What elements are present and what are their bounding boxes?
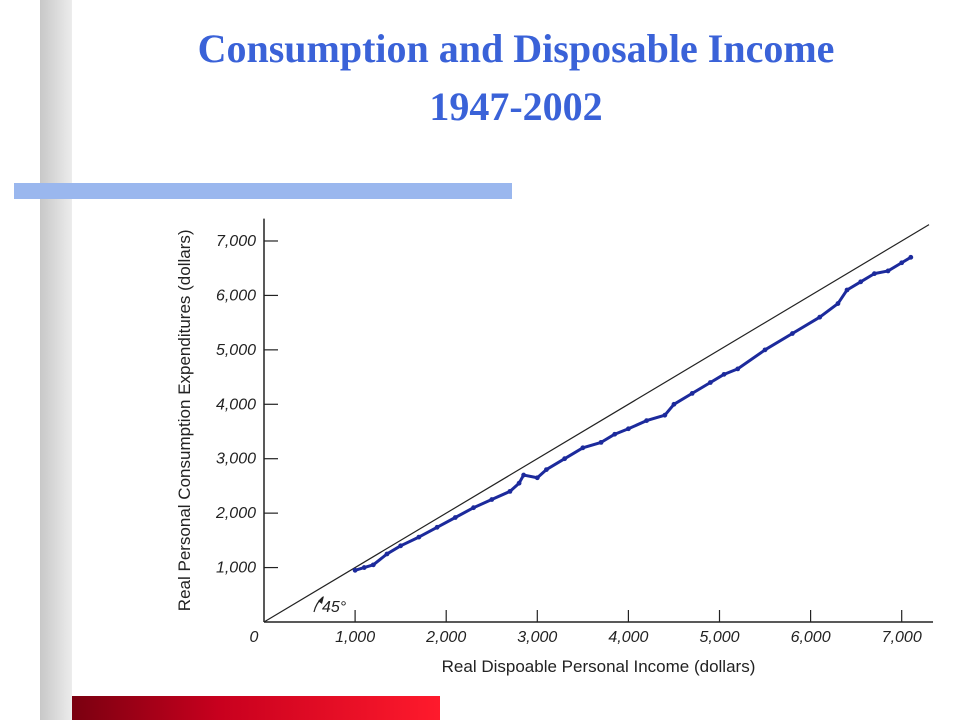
data-point (689, 390, 695, 396)
y-tick-label: 2,000 (215, 505, 256, 522)
angle-arrow-icon (318, 596, 324, 604)
x-tick-label: 5,000 (699, 629, 739, 646)
x-tick-label: 3,000 (517, 629, 557, 646)
data-point (707, 380, 713, 385)
axes: 1,000 2,000 3,000 4,000 5,000 6,000 7,000 1,000… (175, 218, 934, 676)
title-line-2: 1947-2002 (429, 84, 603, 129)
data-point (644, 418, 650, 424)
y-tick-label: 6,000 (216, 287, 256, 304)
data-point (521, 472, 527, 478)
data-point (835, 301, 841, 306)
data-point (471, 505, 476, 511)
data-point (434, 524, 440, 530)
data-point (817, 314, 823, 320)
data-point (885, 268, 891, 274)
x-tick-label: 7,000 (882, 629, 922, 646)
y-tick-label: 4,000 (216, 396, 256, 413)
data-point (871, 271, 877, 277)
data-point (735, 366, 741, 372)
data-point (598, 439, 604, 445)
reference-line-group: 45° (263, 224, 930, 623)
data-point (762, 347, 768, 353)
data-point (671, 401, 677, 407)
data-point (721, 371, 727, 377)
slide-title: Consumption and Disposable Income 1947-2… (72, 20, 960, 136)
data-point (908, 254, 914, 260)
data-point (662, 412, 668, 418)
title-line-1: Consumption and Disposable Income (197, 26, 835, 71)
data-point (516, 480, 522, 486)
x-tick-label: 4,000 (608, 629, 648, 646)
data-point (361, 565, 367, 570)
data-point (534, 475, 540, 481)
y-tick-label: 7,000 (216, 233, 256, 250)
y-tick-label: 5,000 (216, 342, 256, 359)
data-point (384, 551, 390, 557)
reference-line (263, 224, 930, 623)
data-point (844, 287, 850, 293)
x-tick-label: 1,000 (335, 629, 375, 646)
footer-red-bar (72, 696, 440, 720)
y-axis-title: Real Personal Consumption Expenditures (… (175, 229, 194, 611)
y-tick-label: 1,000 (216, 560, 256, 577)
reference-line-label: 45° (322, 599, 347, 616)
origin-label: 0 (250, 629, 259, 646)
data-point (398, 543, 404, 549)
data-point (580, 445, 586, 451)
x-tick-label: 6,000 (791, 629, 831, 646)
data-point (370, 562, 376, 568)
data-point (858, 279, 864, 285)
data-point (452, 515, 458, 520)
data-point (626, 426, 631, 432)
left-decor-bar (40, 0, 72, 720)
data-point (489, 497, 495, 502)
series-line (354, 256, 912, 572)
data-point (612, 431, 618, 437)
data-point (544, 467, 549, 472)
series-group (352, 254, 914, 573)
accent-bar (14, 183, 512, 199)
y-tick-label: 3,000 (216, 451, 256, 468)
x-tick-label: 2,000 (425, 629, 466, 646)
data-point (562, 456, 568, 462)
data-point (416, 534, 422, 540)
data-point (352, 567, 358, 573)
data-point (507, 488, 513, 494)
data-point (899, 260, 905, 266)
x-axis-title: Real Dispoable Personal Income (dollars) (442, 657, 756, 676)
data-point (789, 331, 795, 336)
